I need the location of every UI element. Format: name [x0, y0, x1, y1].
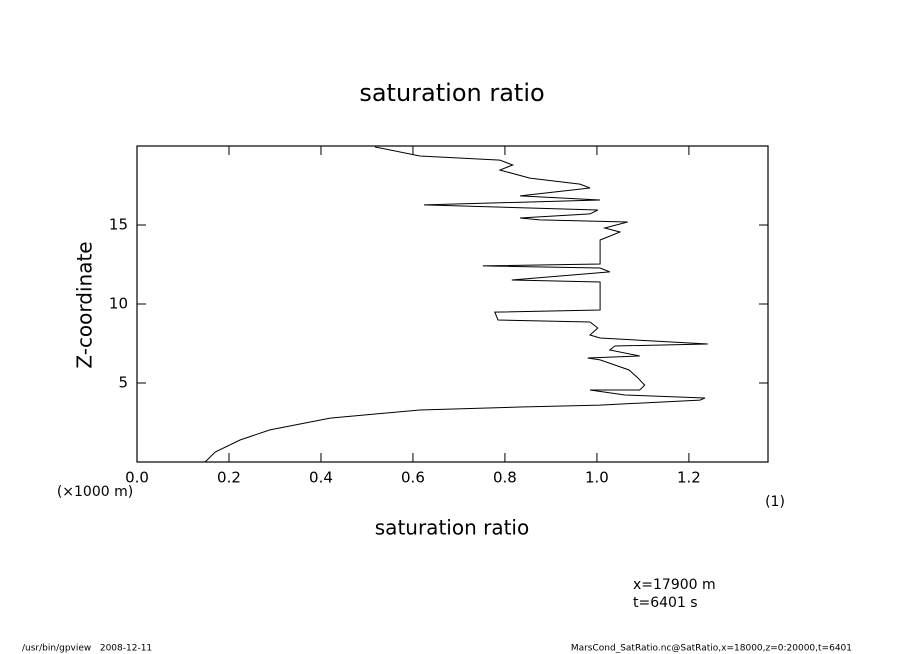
chart-title: saturation ratio: [359, 79, 544, 107]
x-tick-label: 0.4: [309, 469, 333, 487]
y-tick-label: 5: [118, 374, 128, 392]
x-tick-label: 0.8: [493, 469, 517, 487]
x-tick-label: 0.0: [125, 469, 149, 487]
x-tick-label: 0.6: [401, 469, 425, 487]
y-tick-label: 10: [109, 295, 128, 313]
x-tick-label: 0.2: [217, 469, 241, 487]
footer: /usr/bin/gpview 2008-12-11: [22, 644, 152, 654]
y-axis-label: Z-coordinate: [73, 241, 97, 368]
footer: MarsCond_SatRatio.nc@SatRatio,x=18000,z=…: [571, 644, 852, 654]
y-unit: (×1000 m): [57, 484, 133, 500]
x-axis-label: saturation ratio: [375, 516, 529, 540]
y-tick-label: 15: [109, 216, 128, 234]
data-line: [204, 146, 708, 463]
x-tick-label: 1.0: [585, 469, 609, 487]
plot-frame: [136, 145, 769, 463]
annotation: x=17900 m: [633, 577, 716, 593]
x-tick-label: 1.2: [677, 469, 701, 487]
annotation: t=6401 s: [633, 595, 698, 611]
x-unit: (1): [765, 494, 785, 510]
